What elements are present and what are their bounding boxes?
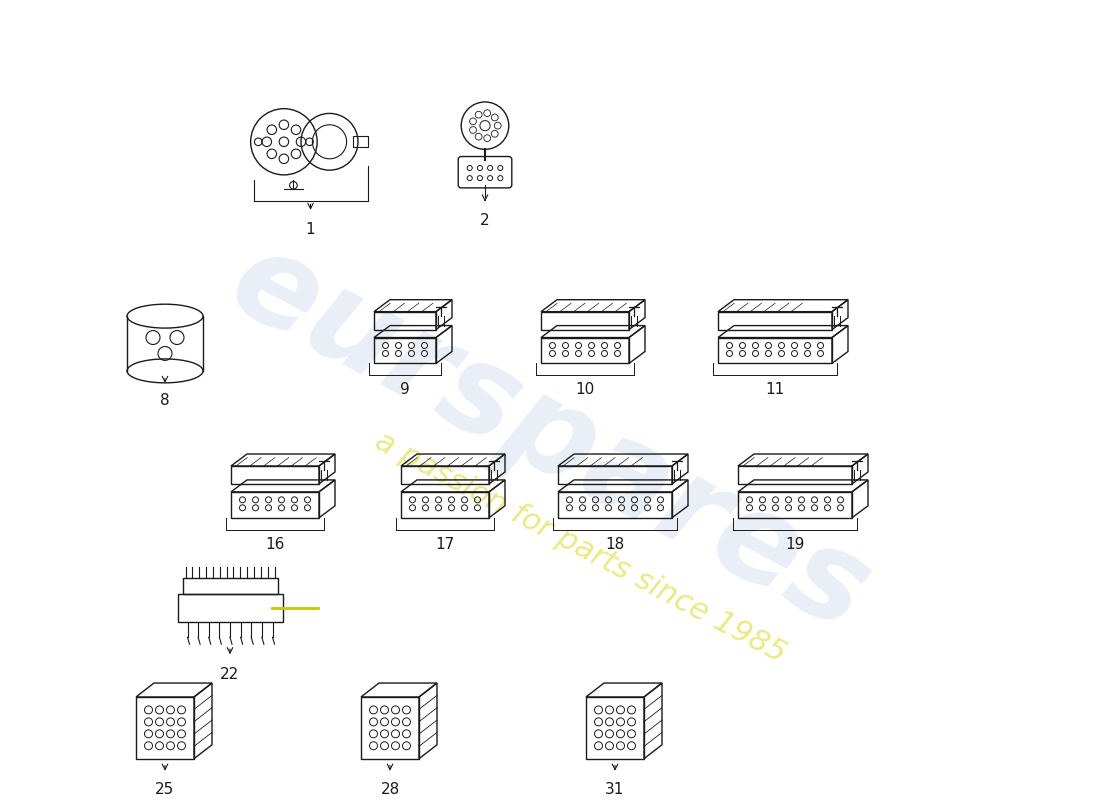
Text: a passion for parts since 1985: a passion for parts since 1985 bbox=[370, 426, 790, 669]
Text: 1: 1 bbox=[306, 222, 316, 237]
Bar bbox=[402, 492, 490, 518]
Bar bbox=[558, 466, 672, 484]
Text: 16: 16 bbox=[265, 537, 285, 552]
Bar bbox=[231, 466, 319, 484]
Text: 8: 8 bbox=[161, 393, 169, 408]
Bar bbox=[541, 312, 629, 330]
Bar bbox=[402, 466, 490, 484]
Bar bbox=[361, 697, 419, 758]
Text: 2: 2 bbox=[481, 213, 490, 228]
Bar bbox=[183, 578, 277, 594]
Bar bbox=[718, 312, 832, 330]
Bar bbox=[374, 312, 436, 330]
Bar bbox=[586, 697, 644, 758]
Bar bbox=[136, 697, 194, 758]
Text: 25: 25 bbox=[155, 782, 175, 797]
Bar bbox=[374, 338, 436, 363]
Text: 22: 22 bbox=[220, 667, 240, 682]
Bar bbox=[738, 492, 852, 518]
Bar bbox=[353, 136, 369, 147]
Text: 17: 17 bbox=[436, 537, 454, 552]
Text: 18: 18 bbox=[605, 537, 625, 552]
Text: 11: 11 bbox=[766, 382, 784, 398]
Bar bbox=[738, 466, 852, 484]
Text: 28: 28 bbox=[381, 782, 399, 797]
Text: eurspares: eurspares bbox=[210, 219, 890, 657]
Text: 10: 10 bbox=[575, 382, 595, 398]
Bar bbox=[231, 492, 319, 518]
Bar bbox=[177, 594, 283, 622]
Bar bbox=[718, 338, 832, 363]
Bar bbox=[541, 338, 629, 363]
Bar bbox=[558, 492, 672, 518]
Text: 19: 19 bbox=[785, 537, 805, 552]
Text: 31: 31 bbox=[605, 782, 625, 797]
Text: 9: 9 bbox=[400, 382, 410, 398]
